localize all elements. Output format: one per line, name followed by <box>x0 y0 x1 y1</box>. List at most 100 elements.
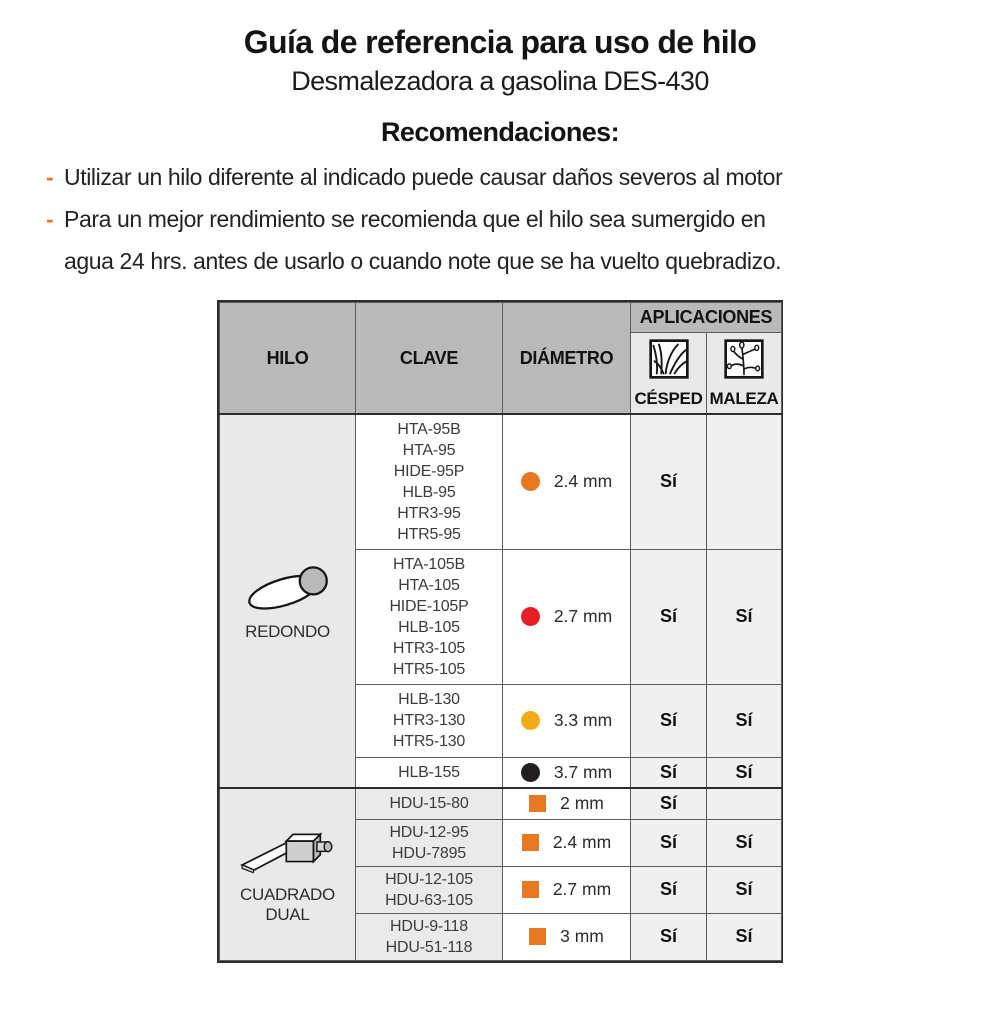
line-reference-table: HILO CLAVE DIÁMETRO APLICACIONES <box>217 300 783 963</box>
diameter-marker-square-icon <box>529 928 547 945</box>
maleza-label: MALEZA <box>709 389 779 408</box>
clave-code: HLB-155 <box>398 763 460 781</box>
col-header-cesped: CÉSPED <box>630 332 707 415</box>
table-row: HLB-130 HTR3-130 HTR5-130 3.3 mm Sí Sí <box>220 683 783 758</box>
diameter-value: 2.7 mm <box>553 606 613 626</box>
diametro-cell: 3.3 mm <box>502 683 631 758</box>
diameter-marker-square-icon <box>521 881 539 898</box>
maleza-value-cell: Sí <box>705 548 783 685</box>
diametro-cell: 2.7 mm <box>502 548 631 685</box>
diametro-cell: 2.7 mm <box>502 865 631 914</box>
clave-code: HTA-95 <box>402 441 456 459</box>
hilo-type-label: REDONDO <box>245 622 330 641</box>
clave-code: HLB-130 <box>398 691 460 708</box>
hilo-cell-cuadrado-dual: CUADRADO DUAL <box>219 787 356 961</box>
diameter-value: 3.3 mm <box>553 710 613 730</box>
maleza-value-cell <box>705 787 783 820</box>
cesped-value-cell: Sí <box>630 865 707 914</box>
table-row: HDU-9-118 HDU-51-118 3 mm Sí Sí <box>220 912 783 961</box>
clave-code: HDU-12-95 <box>389 823 469 841</box>
col-header-clave: CLAVE <box>355 302 503 415</box>
diameter-marker-circle-icon <box>520 762 540 782</box>
diameter-value: 2.4 mm <box>553 471 613 492</box>
clave-cell: HTA-95B HTA-95 HIDE-95P HLB-95 HTR3-95 HTR5-9… <box>355 413 503 550</box>
weed-icon <box>724 339 764 379</box>
recommendation-line: agua 24 hrs. antes de usarlo o cuando no… <box>64 248 782 274</box>
cesped-value-cell: Sí <box>630 787 707 820</box>
clave-cell: HDU-9-118 HDU-51-118 <box>355 912 503 961</box>
clave-code: HTR5-95 <box>397 525 461 543</box>
square-dual-line-icon <box>220 824 355 877</box>
diameter-marker-circle-icon <box>520 711 540 730</box>
clave-code: HTR3-130 <box>392 712 466 729</box>
clave-code: HDU-51-118 <box>385 938 473 956</box>
col-header-maleza: MALEZA <box>705 332 783 415</box>
cesped-value-cell: Sí <box>630 912 707 961</box>
page-subtitle: Desmalezadora a gasolina DES-430 <box>291 66 709 96</box>
clave-code: HLB-105 <box>398 618 460 636</box>
diameter-value: 3 mm <box>560 926 604 946</box>
recommendation-item: - Utilizar un hilo diferente al indicado… <box>46 156 958 198</box>
cesped-value-cell: Sí <box>630 818 707 867</box>
table-body: REDONDO HTA-95B HTA-95 HIDE-95P HLB-95 HTR3-9… <box>219 413 783 961</box>
clave-code: HTR3-95 <box>397 504 461 522</box>
table-row: REDONDO HTA-95B HTA-95 HIDE-95P HLB-95 HTR3-9… <box>219 413 783 789</box>
diameter-marker-square-icon <box>529 795 547 813</box>
hilo-cell-redondo: REDONDO <box>219 413 356 789</box>
clave-code: HLB-95 <box>402 483 456 501</box>
grass-icon <box>648 339 689 379</box>
clave-code: HTR5-130 <box>392 733 466 750</box>
diametro-cell: 2 mm <box>502 787 631 820</box>
clave-code: HTR5-105 <box>392 660 466 678</box>
cesped-value-cell: Sí <box>630 548 707 685</box>
recommendation-line: Utilizar un hilo diferente al indicado p… <box>64 164 783 190</box>
maleza-value-cell: Sí <box>705 818 783 867</box>
bullet-dash-icon: - <box>46 206 54 232</box>
cesped-value-cell: Sí <box>630 683 707 758</box>
clave-code: HDU-12-105 <box>385 870 473 888</box>
clave-cell: HDU-12-95 HDU-7895 <box>355 818 503 867</box>
cesped-value-cell: Sí <box>630 413 707 550</box>
diametro-cell: 3 mm <box>502 912 631 961</box>
clave-code: HDU-9-118 <box>390 917 468 935</box>
clave-code: HIDE-95P <box>393 462 465 480</box>
diameter-marker-square-icon <box>521 834 539 851</box>
hilo-type-label: CUADRADO DUAL <box>240 884 335 924</box>
cesped-label: CÉSPED <box>634 389 703 408</box>
clave-code: HTR3-105 <box>392 639 466 657</box>
diametro-cell: 2.4 mm <box>502 818 631 867</box>
page-title: Guía de referencia para uso de hilo <box>243 24 757 60</box>
table-row: HLB-155 3.7 mm Sí Sí <box>220 756 783 789</box>
diametro-cell: 3.7 mm <box>502 756 631 789</box>
clave-code: HDU-63-105 <box>385 891 473 909</box>
maleza-value-cell: Sí <box>705 756 783 789</box>
table-row: HDU-12-105 HDU-63-105 2.7 mm Sí Sí <box>220 865 783 914</box>
clave-code: HTA-95B <box>397 420 461 438</box>
table-row: CUADRADO DUAL HDU-15-80 2 mm Sí <box>219 787 783 961</box>
clave-code: HDU-7895 <box>392 844 466 862</box>
clave-cell: HLB-155 <box>355 756 503 789</box>
maleza-value-cell <box>705 413 783 550</box>
clave-code: HIDE-105P <box>389 597 469 615</box>
clave-code: HTA-105B <box>393 555 465 573</box>
clave-cell: HTA-105B HTA-105 HIDE-105P HLB-105 HTR3-105 H… <box>355 548 503 685</box>
maleza-value-cell: Sí <box>705 865 783 914</box>
col-header-diametro: DIÁMETRO <box>502 302 631 415</box>
clave-cell: HLB-130 HTR3-130 HTR5-130 <box>355 683 503 758</box>
recommendation-line: Para un mejor rendimiento se recomienda … <box>64 206 766 232</box>
col-header-hilo: HILO <box>219 302 356 415</box>
reference-guide-page: Guía de referencia para uso de hilo Desm… <box>0 24 1000 1024</box>
table-row: HTA-105B HTA-105 HIDE-105P HLB-105 HTR3-105 H… <box>220 548 783 685</box>
diameter-marker-circle-icon <box>520 607 540 626</box>
maleza-value-cell: Sí <box>705 912 783 961</box>
clave-cell: HDU-15-80 <box>355 787 503 820</box>
bullet-dash-icon: - <box>46 164 54 190</box>
diameter-value: 2.4 mm <box>552 832 612 852</box>
diametro-cell: 2.4 mm <box>502 413 631 550</box>
col-header-aplicaciones: APLICACIONES <box>629 302 783 333</box>
cesped-value-cell: Sí <box>630 756 707 789</box>
diameter-marker-circle-icon <box>520 472 540 492</box>
clave-code: HTA-105 <box>398 576 460 594</box>
recommendations-heading: Recomendaciones: <box>381 117 620 147</box>
diameter-value: 2 mm <box>560 793 604 814</box>
